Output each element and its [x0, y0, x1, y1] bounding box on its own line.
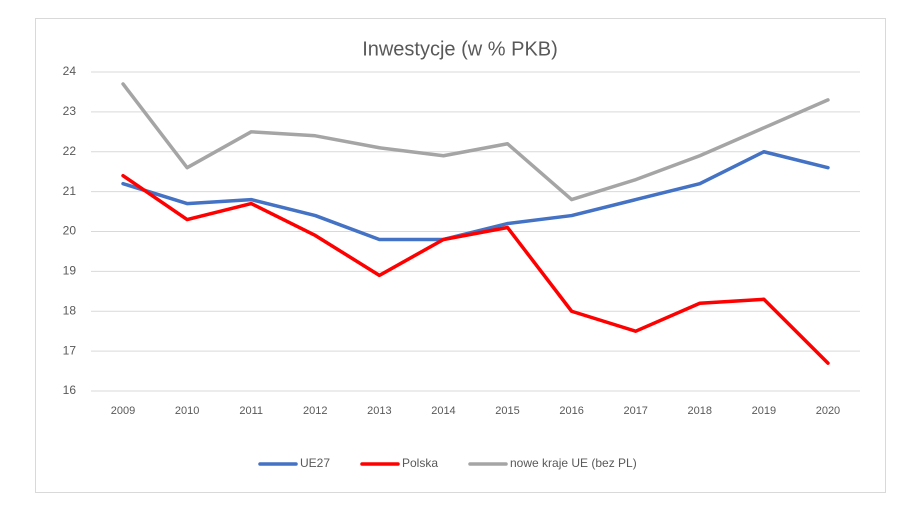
x-tick-label: 2019 [752, 405, 776, 417]
x-tick-label: 2020 [816, 405, 840, 417]
chart-frame [35, 18, 886, 493]
x-tick-label: 2014 [431, 405, 455, 417]
x-tick-label: 2018 [688, 405, 712, 417]
y-tick-label: 19 [63, 264, 77, 278]
x-tick-label: 2011 [239, 405, 263, 417]
y-tick-label: 23 [63, 104, 77, 118]
x-tick-label: 2009 [111, 405, 135, 417]
y-tick-label: 16 [63, 383, 77, 397]
data-line [121, 82, 830, 202]
y-tick-label: 24 [63, 64, 77, 78]
x-tick-label: 2012 [303, 405, 327, 417]
legend-label: UE27 [300, 456, 330, 470]
chart-title: Inwestycje (w % PKB) [362, 38, 558, 60]
y-tick-label: 21 [63, 184, 77, 198]
y-tick-label: 20 [63, 224, 77, 238]
data-line [121, 173, 830, 365]
data-line [121, 150, 830, 242]
x-tick-label: 2010 [175, 405, 199, 417]
y-tick-label: 17 [63, 343, 77, 357]
legend-label: Polska [402, 456, 438, 470]
x-tick-label: 2017 [623, 405, 647, 417]
y-tick-label: 22 [63, 144, 77, 158]
x-tick-label: 2016 [559, 405, 583, 417]
x-tick-label: 2015 [495, 405, 519, 417]
y-tick-label: 18 [63, 303, 77, 317]
x-tick-label: 2013 [367, 405, 391, 417]
legend-label: nowe kraje UE (bez PL) [510, 456, 637, 470]
